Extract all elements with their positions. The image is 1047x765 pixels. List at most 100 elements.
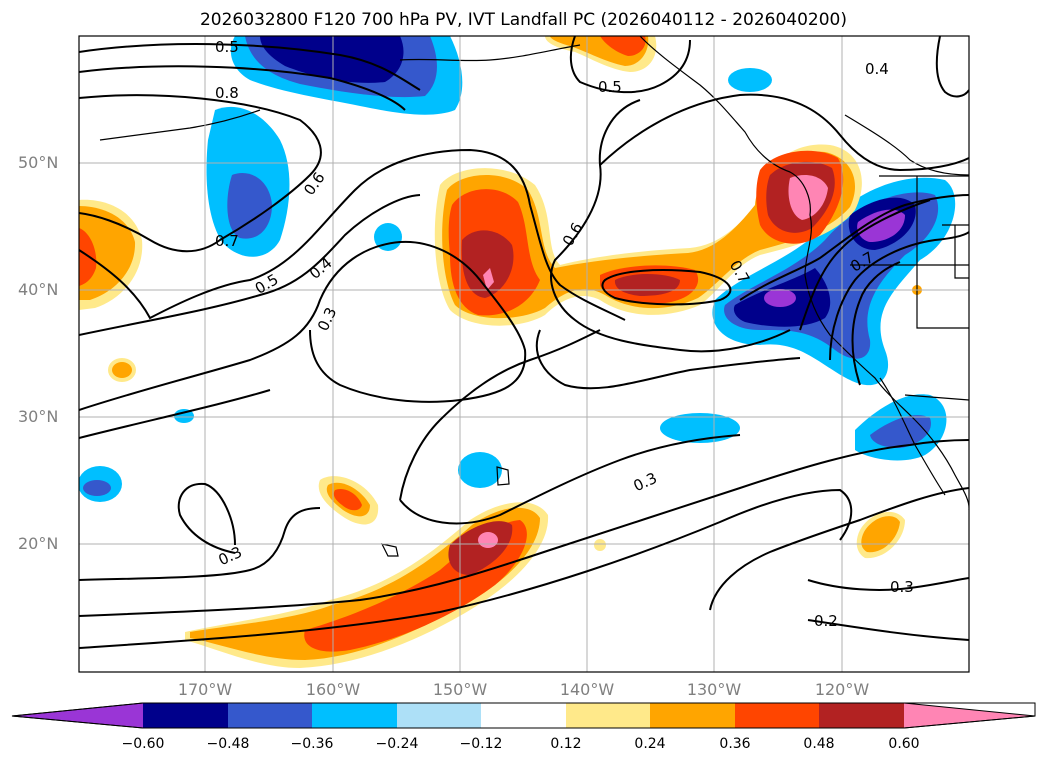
hawaii-island — [380, 543, 399, 557]
positive-pc-region — [79, 206, 136, 300]
pv-contour — [79, 439, 969, 617]
colorbar-swatch — [904, 703, 1035, 728]
north-america-coastline — [639, 36, 969, 510]
negative-pc-region — [227, 173, 272, 239]
positive-pc-region — [442, 151, 856, 319]
border-line — [954, 225, 969, 279]
pv-contour — [550, 99, 791, 353]
contour-label: 0.4 — [865, 60, 889, 78]
pv-contour — [807, 619, 969, 641]
contour-label: 0.5 — [598, 78, 622, 96]
colorbar-swatch — [650, 703, 735, 728]
positive-pc-region — [861, 516, 900, 553]
negative-pc-region — [870, 415, 931, 448]
positive-pc-region — [461, 230, 514, 298]
colorbar-swatch — [397, 703, 481, 728]
contour-label: 0.6 — [300, 169, 328, 199]
pv-contour — [177, 482, 236, 554]
positive-pc-region — [594, 539, 606, 551]
lon-label-120w: 120°W — [814, 680, 870, 699]
positive-pc-region — [600, 36, 646, 56]
negative-pc-region — [174, 409, 194, 423]
contour-label: 0.7 — [215, 232, 239, 250]
pv-contour — [601, 269, 732, 306]
colorbar-tick-label: 0.36 — [719, 736, 751, 752]
plot-frame — [78, 35, 970, 673]
shading-layer — [79, 36, 956, 668]
colorbar-tick-label: 0.48 — [803, 736, 835, 752]
contour-label: 0.5 — [215, 38, 239, 56]
pv-contour — [79, 389, 271, 439]
pv-contour — [599, 93, 969, 172]
negative-pc-region — [728, 68, 772, 92]
colorbar-swatch — [735, 703, 819, 728]
contour-label: 0.8 — [215, 84, 239, 102]
positive-pc-region — [112, 362, 132, 378]
hawaii-island — [496, 466, 510, 486]
map-title: 2026032800 F120 700 hPa PV, IVT Landfall… — [199, 10, 847, 30]
pv-contour — [529, 204, 626, 321]
colorbar-swatch — [12, 703, 143, 728]
colorbar-tick-label: 0.12 — [550, 736, 582, 752]
negative-pc-region — [83, 480, 111, 496]
positive-pc-region — [478, 532, 498, 548]
negative-pc-region — [374, 223, 402, 251]
lat-label-20n: 20°N — [18, 534, 59, 553]
positive-pc-region — [79, 228, 97, 286]
lon-label-170w: 170°W — [177, 680, 233, 699]
colorbar-swatch — [143, 703, 228, 728]
colorbar-tick-label: 0.24 — [634, 736, 666, 752]
pv-contour — [569, 36, 691, 94]
pv-contour — [79, 148, 531, 320]
colorbar-tick-label: −0.12 — [459, 736, 503, 752]
pv-contour — [851, 261, 901, 386]
negative-pc-region — [764, 289, 796, 307]
contour-label: 0.2 — [814, 612, 838, 630]
negative-pc-region — [857, 209, 905, 242]
lon-label-130w: 130°W — [686, 680, 742, 699]
pv-contour — [535, 329, 801, 390]
pv-contour — [399, 434, 741, 525]
colorbar-tick-label: 0.60 — [888, 736, 920, 752]
pv-contour — [79, 507, 321, 581]
contour-label: 0.3 — [216, 543, 245, 569]
contour-label: 0.3 — [631, 469, 660, 495]
border-line — [916, 176, 969, 329]
positive-pc-region — [448, 521, 513, 575]
contour-label: 0.3 — [314, 305, 340, 334]
negative-pc-region — [458, 452, 502, 488]
colorbar-tick-label: −0.60 — [121, 736, 165, 752]
colorbar-swatch — [566, 703, 650, 728]
pv-contour — [709, 487, 969, 611]
pv-contour — [79, 194, 421, 336]
pv-contour — [739, 194, 969, 301]
colorbar-tick-label: −0.48 — [206, 736, 250, 752]
border-line — [844, 114, 969, 176]
pv-contour — [79, 94, 322, 253]
lat-label-30n: 30°N — [18, 407, 59, 426]
colorbar — [11, 702, 1036, 729]
pv-contour — [799, 199, 931, 331]
alaska-coastline — [399, 44, 581, 62]
pv-contour — [935, 36, 969, 98]
pv-contour — [807, 577, 969, 591]
pv-contour — [829, 231, 969, 361]
pv-contour — [79, 43, 421, 91]
lon-label-150w: 150°W — [432, 680, 488, 699]
negative-pc-region — [660, 413, 740, 443]
negative-pc-region — [260, 36, 404, 83]
contour-label: 0.6 — [559, 219, 587, 249]
positive-pc-region — [333, 488, 362, 511]
border-line — [904, 394, 969, 401]
aleutian-coastline — [99, 109, 261, 141]
contour-label: 0.5 — [252, 270, 282, 298]
contour-label: 0.3 — [890, 578, 914, 596]
colorbar-swatch — [481, 703, 566, 728]
grid-layer — [79, 36, 969, 672]
colorbar-swatch — [228, 703, 312, 728]
pv-contour-layer — [79, 36, 969, 649]
pv-contour — [79, 240, 527, 411]
positive-pc-region — [483, 268, 494, 290]
colorbar-tick-label: −0.24 — [375, 736, 419, 752]
